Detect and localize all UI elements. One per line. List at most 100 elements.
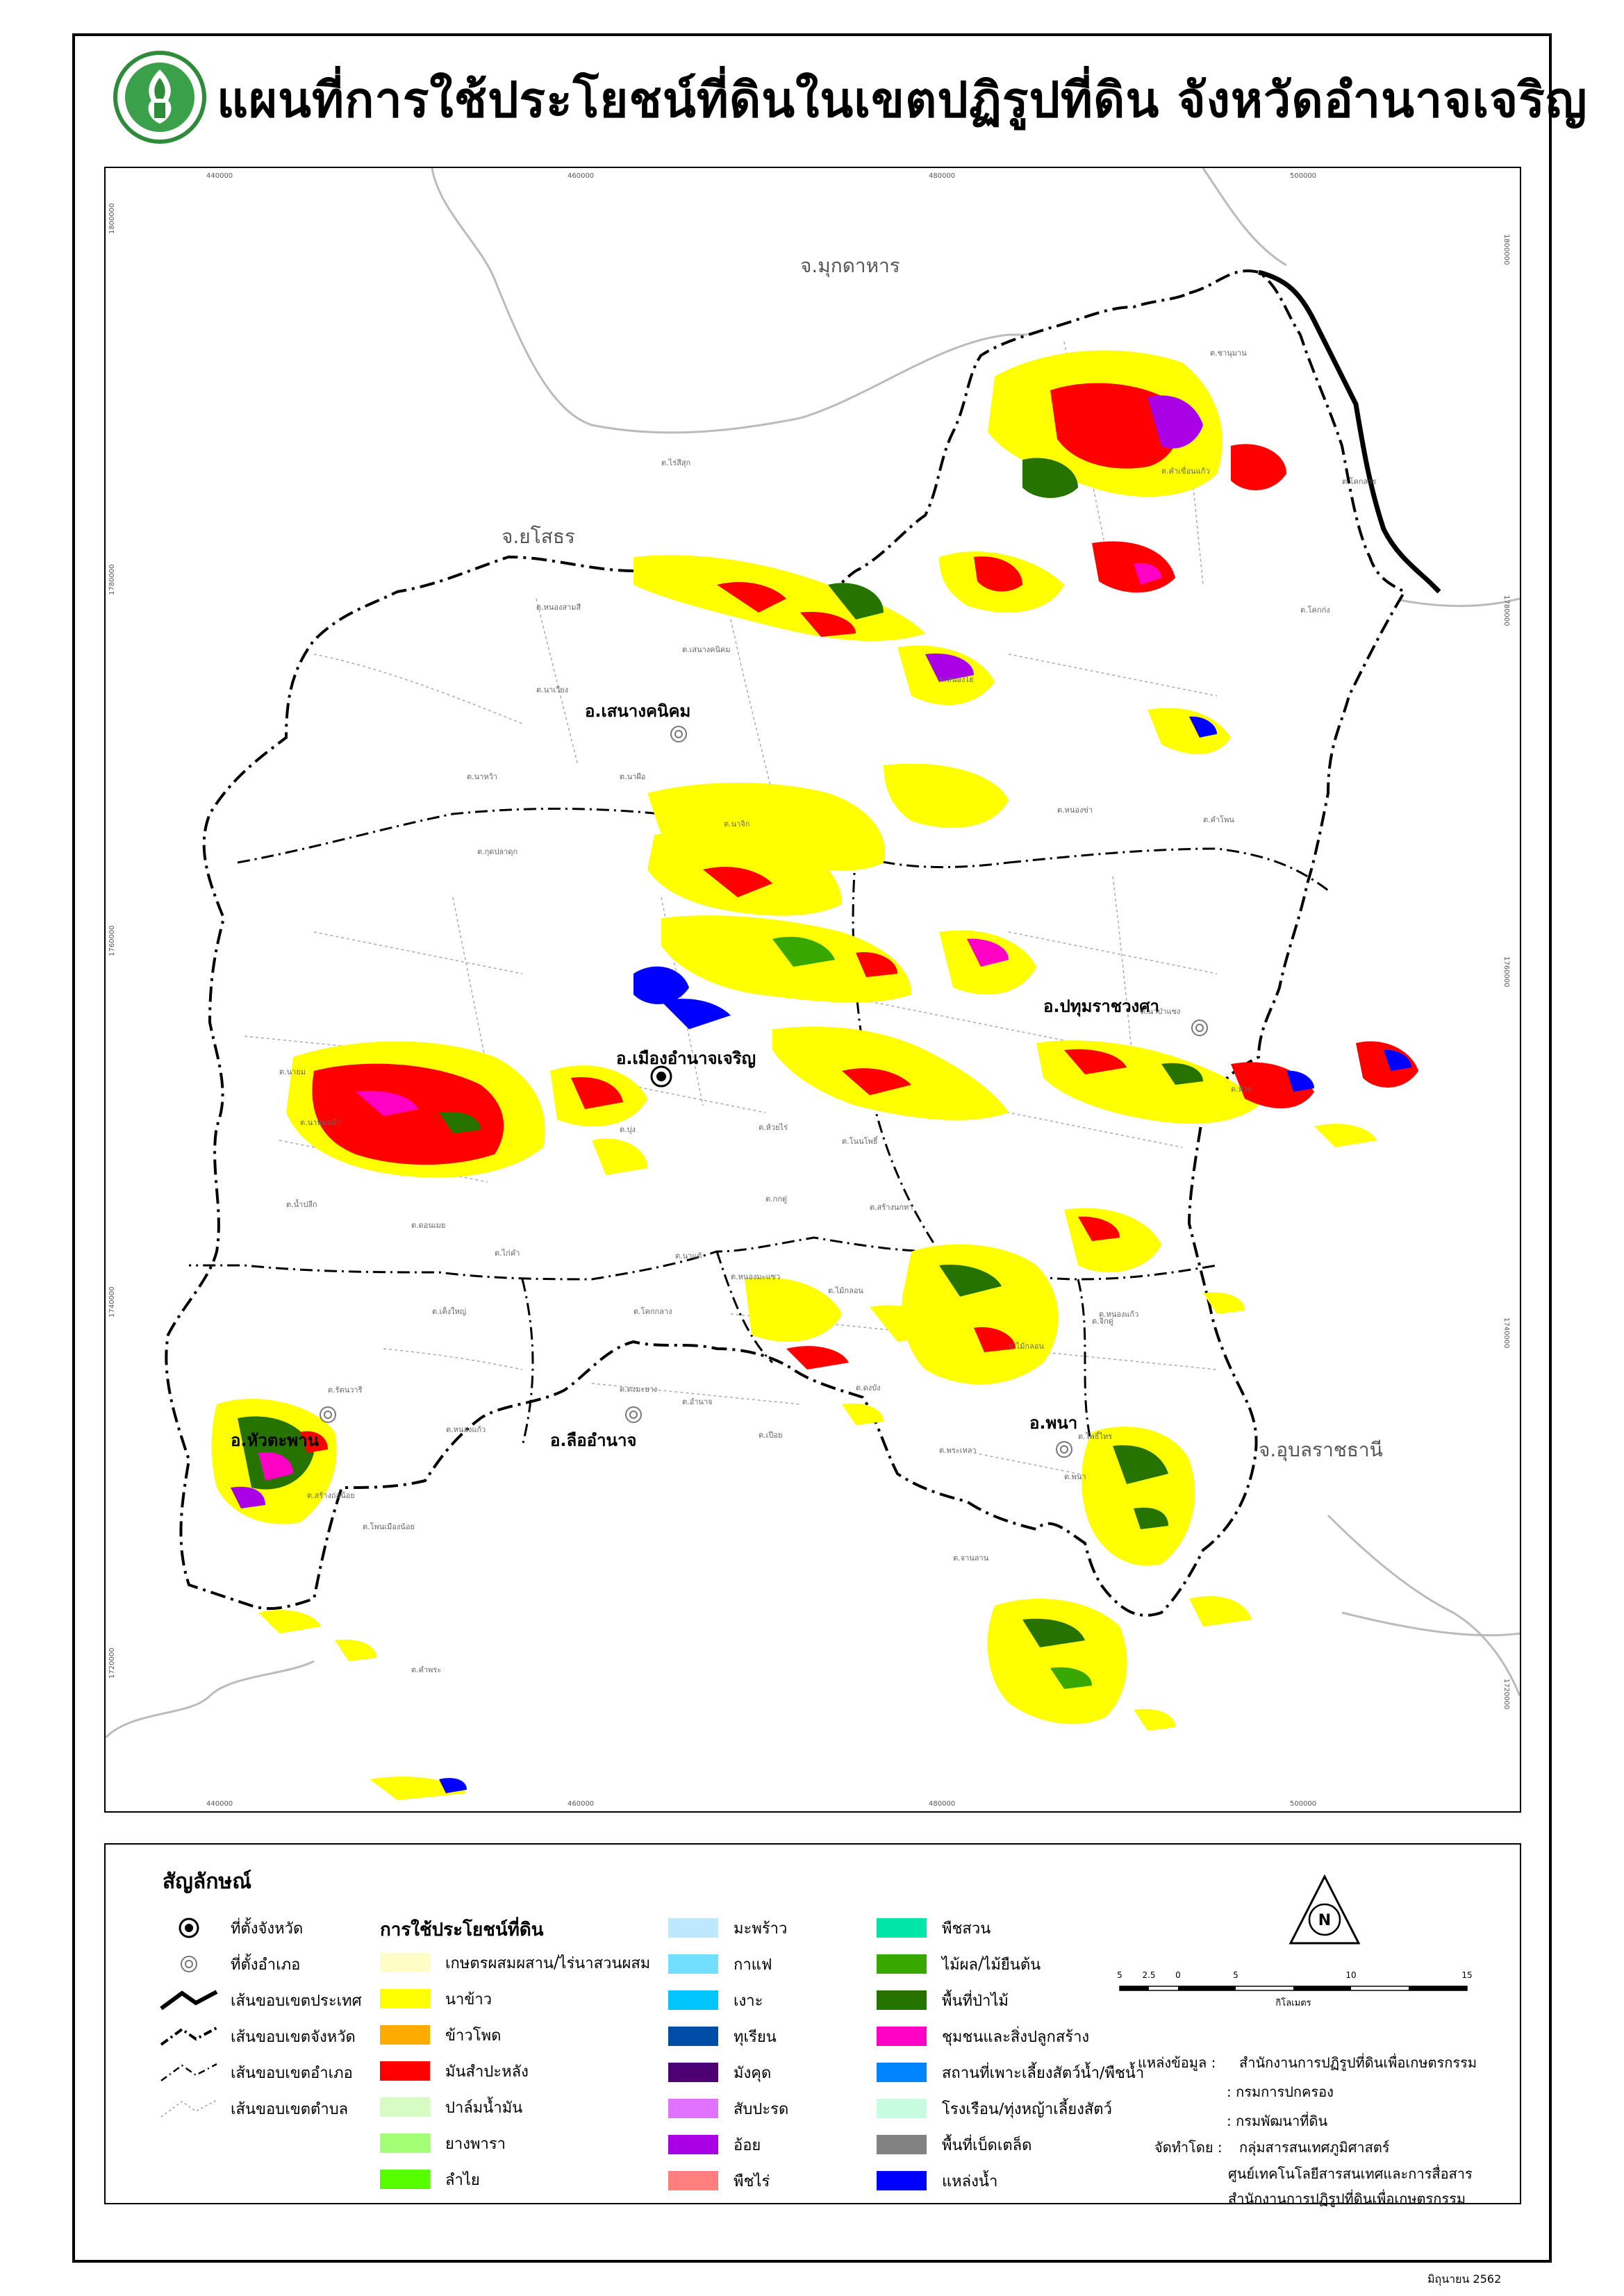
- source-line-1: สำนักงานการปฏิรูปที่ดินเพื่อเกษตรกรรม: [1239, 2054, 1477, 2071]
- subdistrict-label: ต.กุดปลาดุก: [477, 847, 517, 856]
- subdistrict-label: ต.นายม: [279, 1067, 306, 1076]
- subdistrict-label: ต.คำเขื่อนแก้ว: [1161, 465, 1210, 476]
- landuse-legend-item: ลำไย: [380, 2167, 480, 2192]
- subdistrict-label: ต.โคกก่ง: [1300, 605, 1330, 615]
- landuse-legend-item: สับปะรด: [668, 2096, 788, 2121]
- district-label-phana: อ.พนา: [1029, 1413, 1077, 1433]
- subdistrict-label: ต.นาแต้: [675, 1251, 702, 1261]
- subdistrict-label: ต.หนองแก้ว: [1099, 1310, 1138, 1319]
- x-tick: 500000: [1290, 1800, 1317, 1808]
- landuse-label: ทุเรียน: [734, 2028, 777, 2046]
- subdistrict-label: ต.สร้างนกทา: [870, 1203, 913, 1212]
- legend-country-boundary: เส้นขอบเขตประเทศ: [154, 1986, 362, 2014]
- landuse-label: ข้าวโพด: [445, 2027, 502, 2045]
- scale-tick: 5: [1117, 1970, 1122, 1980]
- landuse-legend-item: พืชไร่: [668, 2168, 770, 2193]
- subdistrict-label: ต.พนา: [1064, 1472, 1086, 1481]
- district-boundary-line-icon: [160, 2063, 217, 2082]
- producer-line-2: ศูนย์เทคโนโลยีสารสนเทศและการสื่อสาร: [1228, 2165, 1473, 2182]
- district-label-lueamnat: อ.ลืออำนาจ: [550, 1431, 637, 1450]
- scale-bar: 5 2.5 0 5 10 15 กิโลเมตร: [1117, 1970, 1472, 2008]
- landuse-label: ไม้ผล/ไม้ยืนต้น: [942, 1956, 1041, 1974]
- north-arrow-label: N: [1318, 1912, 1331, 1929]
- landuse-legend-item: โรงเรือน/ทุ่งหญ้าเลี้ยงสัตว์: [877, 2096, 1112, 2121]
- landuse-swatch: [668, 1918, 718, 1938]
- province-seat-icon: [179, 1918, 199, 1938]
- map-title: แผนที่การใช้ประโยชน์ที่ดินในเขตปฏิรูปที่…: [217, 72, 1588, 128]
- landuse-swatch: [380, 2097, 430, 2117]
- subdistrict-label: ต.หนองข่า: [1057, 806, 1093, 815]
- landuse-swatch: [380, 2025, 430, 2045]
- country-boundary-line-icon: [160, 1990, 218, 2011]
- landuse-legend-item: เงาะ: [668, 1988, 763, 2013]
- legend-title: สัญลักษณ์: [163, 1870, 252, 1894]
- landuse-swatch: [668, 2135, 718, 2154]
- subdistrict-label: ต.โคกสาร: [1342, 476, 1376, 486]
- landuse-swatch: [380, 1989, 430, 2008]
- landuse-label: อ้อย: [734, 2136, 761, 2154]
- landuse-label: มังคุด: [734, 2064, 772, 2082]
- legend-province-seat: ที่ตั้งจังหวัด: [154, 1914, 303, 1942]
- landuse-label: ชุมชนและสิ่งปลูกสร้าง: [942, 2028, 1090, 2046]
- y-tick: 1760000: [1502, 956, 1510, 988]
- landuse-legend-item: พื้นที่เบ็ดเตล็ด: [877, 2132, 1031, 2157]
- landuse-label: ยางพารา: [445, 2135, 506, 2153]
- landuse-legend-item: แหล่งน้ำ: [877, 2168, 997, 2193]
- scale-tick: 0: [1175, 1970, 1181, 1980]
- scale-tick: 15: [1461, 1970, 1472, 1980]
- landuse-legend-item: อ้อย: [668, 2132, 761, 2157]
- district-label-mueang: อ.เมืองอำนาจเจริญ: [616, 1049, 756, 1068]
- subdistrict-label: ต.อำนาจ: [682, 1397, 713, 1406]
- landuse-legend-item: ทุเรียน: [668, 2024, 777, 2049]
- legend-province-seat-label: ที่ตั้งจังหวัด: [231, 1920, 304, 1938]
- producer-line-1: กลุ่มสารสนเทศภูมิศาสตร์: [1239, 2139, 1390, 2156]
- landuse-label: นาข้าว: [445, 1990, 492, 2008]
- landuse-swatch: [668, 2063, 718, 2082]
- subdistrict-label: ต.เสนางคนิคม: [682, 645, 731, 654]
- landuse-label: พืชไร่: [734, 2172, 770, 2190]
- x-tick: 480000: [929, 172, 956, 180]
- landuse-legend-item: ยางพารา: [380, 2131, 506, 2156]
- subdistrict-label: ต.นาจิก: [724, 820, 749, 829]
- landuse-swatch: [668, 2099, 718, 2118]
- subdistrict-label: ต.นาป่าแซง: [1141, 1007, 1180, 1016]
- subdistrict-label: ต.ห้วยไร่: [759, 1123, 788, 1132]
- map-date: มิถุนายน 2562: [1427, 2272, 1502, 2286]
- legend-province-boundary-label: เส้นขอบเขตจังหวัด: [231, 2028, 356, 2046]
- landuse-label: มันสำปะหลัง: [445, 2063, 529, 2081]
- district-label-huataphan: อ.หัวตะพาน: [231, 1431, 320, 1450]
- subdistrict-label: ต.น้ำปลีก: [286, 1199, 317, 1209]
- landuse-swatch: [668, 1954, 718, 1974]
- subdistrict-label: ต.โคกกลาง: [633, 1306, 672, 1316]
- landuse-legend-title: การใช้ประโยชน์ที่ดิน: [380, 1920, 544, 1940]
- subdistrict-label: ต.ไร่สีสุก: [661, 458, 690, 467]
- landuse-legend-item: ชุมชนและสิ่งปลูกสร้าง: [877, 2024, 1089, 2049]
- landuse-swatch: [380, 2170, 430, 2189]
- legend-subdistrict-boundary-label: เส้นขอบเขตตำบล: [231, 2100, 349, 2118]
- subdistrict-label: ต.นาผือ: [620, 772, 645, 781]
- x-tick: 440000: [206, 1800, 233, 1808]
- x-tick: 460000: [567, 1800, 595, 1808]
- scale-unit: กิโลเมตร: [1275, 1997, 1311, 2008]
- source-label: แหล่งข้อมูล :: [1138, 2054, 1216, 2071]
- landuse-label: ลำไย: [445, 2171, 480, 2189]
- legend-panel: สัญลักษณ์ ที่ตั้งจังหวัด ที่ตั้งอำเภอ เส…: [104, 1843, 1521, 2207]
- map-frame: จ.มุกดาหาร จ.ยโสธร จ.อุบลราชธานี อ.เสนาง…: [104, 167, 1521, 1813]
- landuse-legend-item: ไม้ผล/ไม้ยืนต้น: [877, 1952, 1041, 1977]
- landuse-legend-item: ปาล์มน้ำมัน: [380, 2095, 522, 2120]
- province-boundary-line-icon: [160, 2027, 217, 2046]
- landuse-label: พืชสวน: [942, 1920, 991, 1938]
- landuse-swatch: [380, 1953, 430, 1972]
- y-tick: 1780000: [108, 564, 116, 595]
- legend-province-boundary: เส้นขอบเขตจังหวัด: [154, 2022, 356, 2050]
- producer-label: จัดทำโดย :: [1154, 2139, 1223, 2156]
- landuse-label: ปาล์มน้ำมัน: [445, 2099, 523, 2117]
- subdistrict-label: ต.หนองสามสี: [536, 603, 581, 612]
- legend-subdistrict-boundary: เส้นขอบเขตตำบล: [154, 2095, 348, 2122]
- landuse-legend-item: ข้าวโพด: [380, 2022, 501, 2047]
- y-tick: 1760000: [108, 925, 116, 956]
- landuse-legend-item: นาข้าว: [380, 1986, 492, 2011]
- legend-district-boundary-label: เส้นขอบเขตอำเภอ: [231, 2064, 353, 2082]
- map-canvas: จ.มุกดาหาร จ.ยโสธร จ.อุบลราชธานี อ.เสนาง…: [106, 168, 1520, 1800]
- subdistrict-boundary-line-icon: [160, 2099, 217, 2118]
